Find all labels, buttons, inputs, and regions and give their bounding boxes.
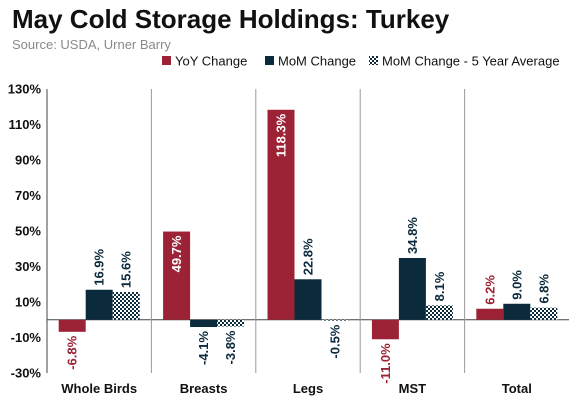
- bar-mom: [190, 319, 218, 328]
- legend-item-5yr-avg: MoM Change - 5 Year Average: [369, 54, 560, 69]
- bar-mom: [503, 303, 531, 320]
- x-category-label: Total: [502, 381, 532, 396]
- bar-5yr-avg: [112, 292, 140, 320]
- bar-yoy: [58, 319, 86, 332]
- data-label-mom: 34.8%: [405, 217, 420, 254]
- y-tick-label: 110%: [8, 117, 41, 132]
- data-label-yoy: 118.3%: [274, 113, 289, 157]
- legend-label: MoM Change: [278, 54, 356, 69]
- bar-mom: [398, 257, 426, 320]
- legend-label: MoM Change - 5 Year Average: [382, 54, 560, 69]
- x-category-label: Breasts: [180, 381, 228, 396]
- bar-5yr-avg: [530, 307, 558, 320]
- bar-yoy: [163, 231, 191, 320]
- bar-5yr-avg: [425, 305, 453, 320]
- x-category-label: MST: [399, 381, 427, 396]
- data-label-yoy: 49.7%: [169, 235, 184, 272]
- x-category-label: Whole Birds: [61, 381, 137, 396]
- y-tick-label: 70%: [15, 188, 41, 203]
- data-label-mom: 22.8%: [301, 238, 316, 275]
- legend-swatch: [265, 56, 274, 65]
- legend-swatch: [369, 56, 378, 65]
- data-label-5yr-avg: -3.8%: [223, 330, 238, 364]
- y-tick-label: -30%: [11, 366, 42, 381]
- data-label-yoy: 6.2%: [482, 275, 497, 305]
- data-label-mom: -4.1%: [196, 331, 211, 365]
- data-label-5yr-avg: 8.1%: [432, 271, 447, 301]
- y-tick-label: 30%: [15, 259, 41, 274]
- data-label-mom: 9.0%: [509, 270, 524, 300]
- bar-yoy: [267, 109, 295, 320]
- data-label-5yr-avg: 15.6%: [119, 251, 134, 288]
- legend-item-yoy: YoY Change: [162, 54, 247, 69]
- y-tick-label: 10%: [15, 295, 41, 310]
- legend: YoY Change MoM Change MoM Change - 5 Year …: [162, 54, 560, 69]
- bar-mom: [294, 279, 322, 320]
- y-axis: 130% 110% 90% 70% 50% 30% 10% -10% -30% Whole Bir…: [8, 82, 569, 396]
- data-label-mom: 16.9%: [92, 248, 107, 285]
- plot-area: -6.8% 49.7% 118.3% -11.0% 6.2% 16.9% -4.1% 22.8…: [58, 109, 558, 384]
- y-tick-label: 130%: [8, 82, 42, 97]
- y-tick-label: 50%: [15, 224, 41, 239]
- chart-title: May Cold Storage Holdings: Turkey: [12, 4, 450, 34]
- bar-yoy: [476, 308, 504, 320]
- data-label-5yr-avg: 6.8%: [536, 274, 551, 304]
- data-label-5yr-avg: -0.5%: [328, 324, 343, 358]
- y-tick-label: 90%: [15, 153, 41, 168]
- bar-5yr-avg: [321, 319, 349, 321]
- data-label-yoy: -11.0%: [378, 343, 393, 384]
- bar-5yr-avg: [217, 319, 245, 327]
- bar-yoy: [371, 319, 399, 340]
- data-label-yoy: -6.8%: [65, 335, 80, 369]
- y-tick-label: -10%: [11, 330, 42, 345]
- legend-label: YoY Change: [175, 54, 247, 69]
- chart-source: Source: USDA, Urner Barry: [12, 37, 171, 52]
- x-category-label: Legs: [293, 381, 323, 396]
- bar-mom: [85, 289, 113, 320]
- legend-item-mom: MoM Change: [265, 54, 356, 69]
- legend-swatch: [162, 56, 171, 65]
